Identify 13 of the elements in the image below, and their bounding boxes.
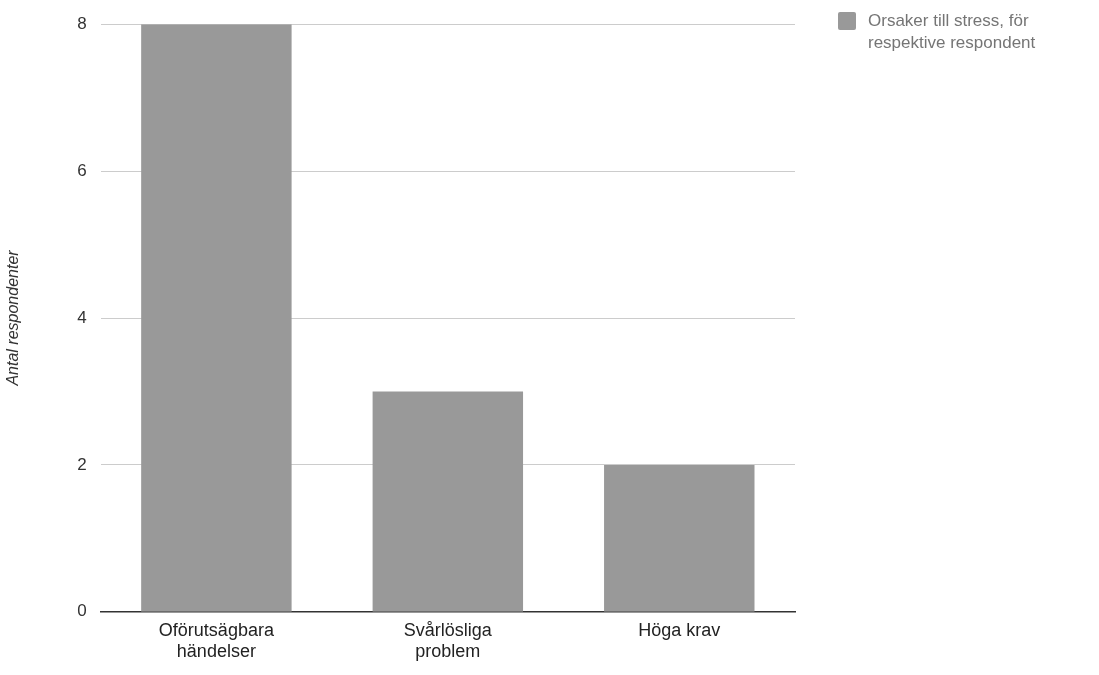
x-tick-label: Svårlösliga problem	[403, 619, 493, 662]
y-tick-label: 4	[77, 307, 87, 327]
bar	[372, 391, 524, 612]
y-axis-title: Antal respondenter	[4, 249, 22, 387]
y-tick-label: 8	[77, 13, 87, 33]
x-tick-label: Höga krav	[638, 619, 721, 640]
y-tick-label: 0	[77, 601, 87, 621]
legend-label: Orsaker till stress, för respektive respondent	[868, 10, 1037, 54]
y-tick-label: 6	[77, 160, 87, 180]
y-tick-label: 2	[77, 454, 87, 474]
bar	[604, 464, 755, 612]
bar	[141, 24, 292, 612]
x-tick-label: Oförutsägbara händelser	[158, 619, 275, 662]
